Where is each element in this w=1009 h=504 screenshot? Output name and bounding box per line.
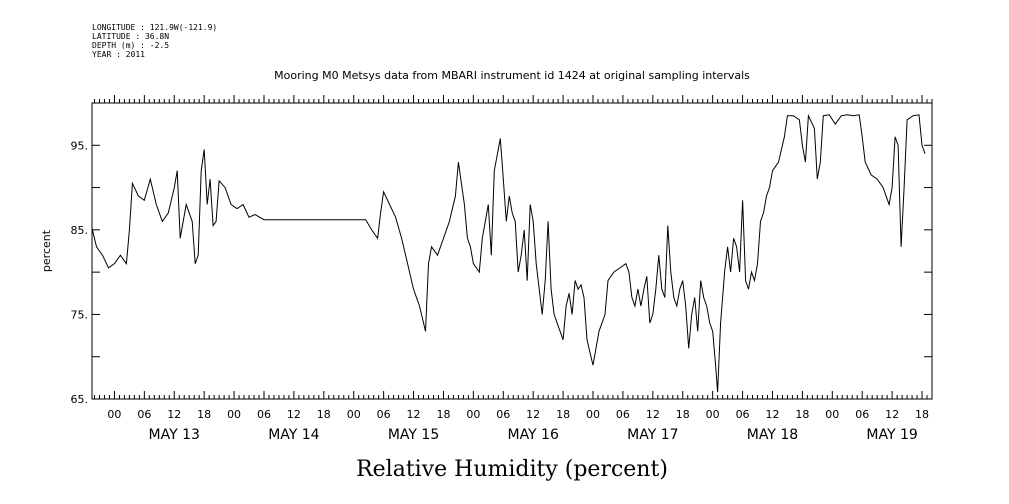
x-tick-label: 00 xyxy=(347,408,361,421)
x-tick-label: 06 xyxy=(616,408,630,421)
x-tick-label: 00 xyxy=(107,408,121,421)
x-tick-label: 18 xyxy=(436,408,450,421)
x-day-label: MAY 14 xyxy=(268,427,319,443)
y-tick-label: 65. xyxy=(71,393,89,406)
humidity-series-line xyxy=(91,113,926,393)
x-tick-label: 00 xyxy=(586,408,600,421)
y-axis: 65. 75. 85. 95. xyxy=(71,102,932,406)
x-tick-label: 00 xyxy=(227,408,241,421)
x-tick-label: 18 xyxy=(197,408,211,421)
y-tick-label: 85. xyxy=(71,224,89,237)
x-tick-label: 12 xyxy=(885,408,899,421)
x-tick-label: 12 xyxy=(646,408,660,421)
y-tick-label: 95. xyxy=(71,139,89,152)
x-tick-label: 00 xyxy=(825,408,839,421)
x-day-label: MAY 17 xyxy=(627,427,678,443)
x-axis: 00 06 12 18 00 06 12 18 00 06 12 18 00 06 12 18 00 06 12 18… xyxy=(93,95,933,443)
latitude-text: LATITUDE : 36.8N xyxy=(92,32,169,41)
x-day-label: MAY 19 xyxy=(866,427,917,443)
x-tick-label: 12 xyxy=(407,408,421,421)
x-tick-label: 12 xyxy=(765,408,779,421)
x-tick-label: 06 xyxy=(137,408,151,421)
x-tick-label: 06 xyxy=(855,408,869,421)
x-tick-label: 12 xyxy=(287,408,301,421)
year-text: YEAR : 2011 xyxy=(92,50,145,59)
x-day-label: MAY 16 xyxy=(507,427,558,443)
x-tick-label: 06 xyxy=(377,408,391,421)
depth-text: DEPTH (m) : -2.5 xyxy=(92,41,169,50)
x-day-label: MAY 13 xyxy=(149,427,200,443)
y-tick-label: 75. xyxy=(71,308,89,321)
x-tick-label: 18 xyxy=(676,408,690,421)
x-tick-label: 18 xyxy=(556,408,570,421)
x-tick-label: 18 xyxy=(795,408,809,421)
x-tick-label: 18 xyxy=(317,408,331,421)
metadata-block: LONGITUDE : 121.9W(-121.9) LATITUDE : 36… xyxy=(92,23,217,59)
x-day-label: MAY 18 xyxy=(747,427,798,443)
x-tick-label: 00 xyxy=(706,408,720,421)
x-tick-label: 06 xyxy=(496,408,510,421)
x-tick-label: 18 xyxy=(915,408,929,421)
series-group xyxy=(91,113,926,393)
x-tick-label: 12 xyxy=(167,408,181,421)
x-tick-label: 06 xyxy=(257,408,271,421)
x-tick-label: 12 xyxy=(526,408,540,421)
x-tick-label: 00 xyxy=(466,408,480,421)
longitude-text: LONGITUDE : 121.9W(-121.9) xyxy=(92,23,217,32)
chart-title: Mooring M0 Metsys data from MBARI instru… xyxy=(274,69,750,82)
x-axis-title: Relative Humidity (percent) xyxy=(356,457,668,482)
x-day-label: MAY 15 xyxy=(388,427,439,443)
plot-frame xyxy=(91,102,933,400)
y-axis-label: percent xyxy=(40,229,53,272)
x-tick-label: 06 xyxy=(736,408,750,421)
